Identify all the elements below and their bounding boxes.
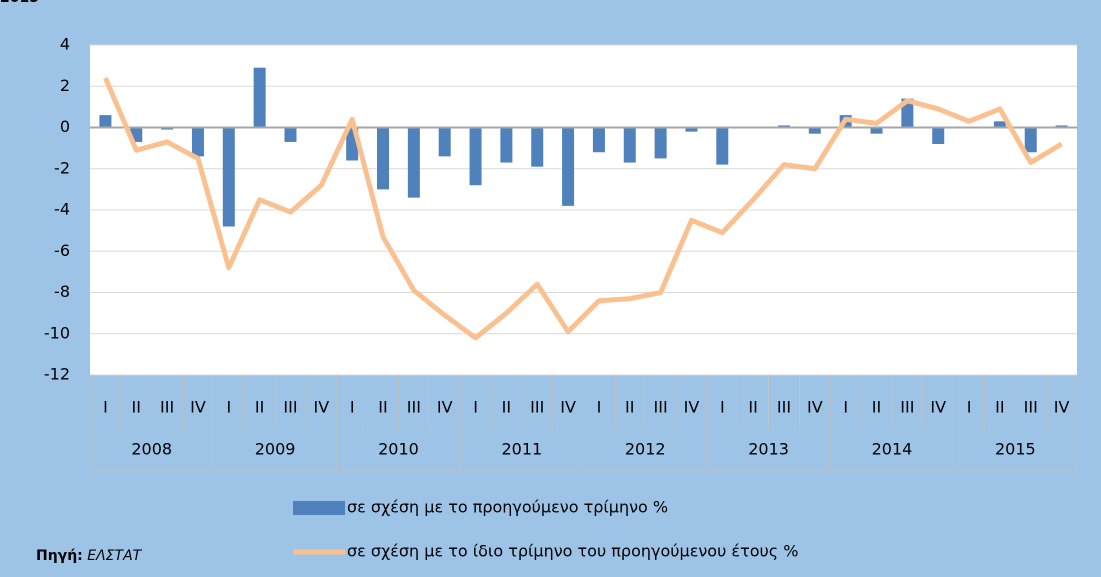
chart-title: 2015 (0, 0, 39, 6)
bar (716, 127, 729, 165)
source-value: ΕΛΣΤΑΤ (87, 548, 142, 564)
bar (808, 127, 821, 134)
x-tick-label: II (625, 398, 634, 417)
x-tick-label: III (407, 398, 421, 417)
x-tick-label: I (350, 398, 355, 417)
bar (469, 127, 482, 186)
bar (161, 127, 174, 130)
x-tick-label: III (1024, 398, 1038, 417)
x-tick-label: IV (930, 398, 946, 417)
line (103, 77, 1063, 341)
bar (222, 127, 235, 227)
bar (623, 127, 636, 163)
y-tick-label: -12 (44, 365, 70, 384)
bar (932, 127, 945, 144)
x-tick-label: II (872, 398, 881, 417)
bar (1024, 127, 1037, 153)
x-group-label: 2013 (748, 440, 789, 459)
bar (562, 127, 575, 206)
x-tick-label: IV (437, 398, 453, 417)
legend-label: σε σχέση με το ίδιο τρίμηνο του προηγούμ… (347, 542, 798, 561)
x-tick-label: IV (807, 398, 823, 417)
x-tick-label: IV (684, 398, 700, 417)
bar (685, 127, 698, 132)
bar (654, 127, 667, 159)
bar (870, 127, 883, 134)
x-tick-label: III (777, 398, 791, 417)
bar (592, 127, 605, 153)
x-tick-label: IV (313, 398, 329, 417)
y-tick-label: -2 (54, 158, 70, 177)
x-group-label: 2012 (625, 440, 666, 459)
x-tick-label: II (132, 398, 141, 417)
x-tick-label: I (843, 398, 848, 417)
bar (377, 127, 390, 190)
bar (438, 127, 451, 157)
x-tick-label: I (226, 398, 231, 417)
bar (1055, 125, 1068, 128)
y-tick-label: -6 (54, 241, 70, 260)
y-tick-label: 2 (60, 76, 70, 95)
bar (253, 67, 266, 128)
x-tick-label: II (995, 398, 1004, 417)
legend-swatch (293, 501, 345, 515)
y-tick-label: 4 (60, 35, 70, 54)
x-tick-label: III (530, 398, 544, 417)
x-tick-label: I (967, 398, 972, 417)
y-tick-label: -4 (54, 200, 70, 219)
source-label: Πηγή: (36, 548, 83, 564)
x-tick-label: II (748, 398, 757, 417)
source: Πηγή: ΕΛΣΤΑΤ (36, 548, 143, 564)
y-tick-label: 0 (60, 117, 70, 136)
x-tick-label: III (283, 398, 297, 417)
x-tick-label: III (160, 398, 174, 417)
bar (191, 127, 204, 157)
x-group-label: 2014 (872, 440, 913, 459)
x-tick-label: I (597, 398, 602, 417)
x-tick-label: I (103, 398, 108, 417)
x-group-label: 2008 (131, 440, 172, 459)
x-group-label: 2010 (378, 440, 419, 459)
bar (500, 127, 513, 163)
x-tick-label: IV (560, 398, 576, 417)
x-tick-label: IV (1054, 398, 1070, 417)
bar (531, 127, 544, 167)
bar (99, 115, 112, 128)
x-group-label: 2011 (501, 440, 542, 459)
x-tick-label: I (720, 398, 725, 417)
x-tick-label: II (502, 398, 511, 417)
x-group-label: 2015 (995, 440, 1036, 459)
legend-label: σε σχέση με το προηγούμενο τρίμηνο % (347, 498, 668, 517)
x-tick-label: I (473, 398, 478, 417)
x-tick-label: III (900, 398, 914, 417)
bar (284, 127, 297, 142)
y-tick-label: -10 (44, 323, 70, 342)
bar (407, 127, 420, 198)
y-tick-label: -8 (54, 282, 70, 301)
x-tick-label: II (255, 398, 264, 417)
x-tick-label: IV (190, 398, 206, 417)
bar (993, 121, 1006, 128)
x-group-label: 2009 (255, 440, 296, 459)
x-tick-label: III (654, 398, 668, 417)
bar (777, 125, 790, 128)
x-tick-label: II (378, 398, 387, 417)
